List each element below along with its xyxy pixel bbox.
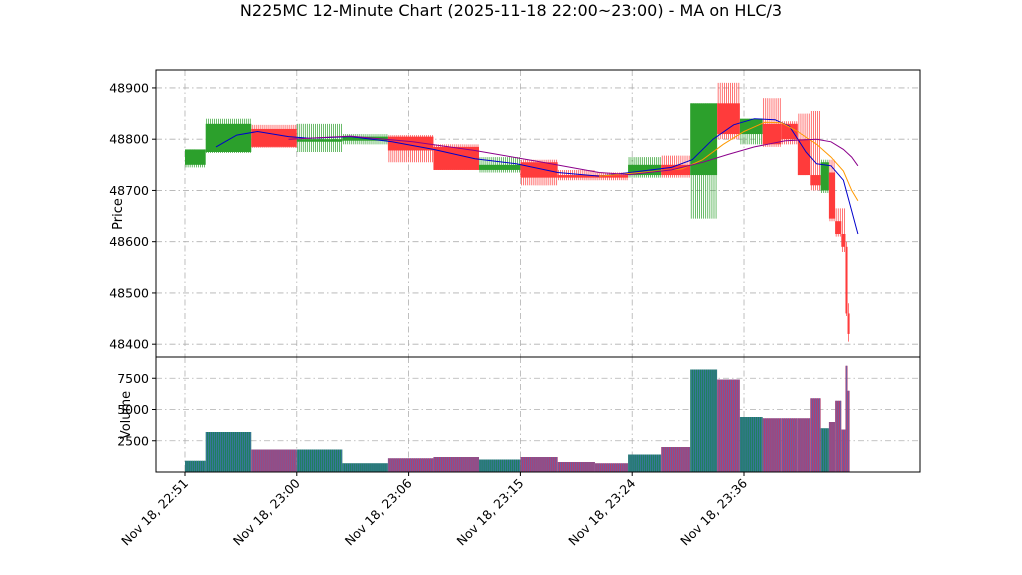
- x-tick-label: Nov 18, 23:00: [230, 475, 303, 548]
- candle-body: [628, 164, 662, 176]
- candle: [847, 303, 850, 342]
- volume-bar: [433, 457, 479, 472]
- candle-body: [845, 246, 848, 314]
- volume-bar-fill: [797, 418, 811, 472]
- volume-bar: [717, 379, 740, 472]
- volume-bar: [251, 449, 297, 472]
- candle: [594, 172, 629, 181]
- volume-bar: [628, 454, 662, 472]
- volume-bar: [205, 432, 252, 472]
- volume-tick-label: 7500: [117, 371, 149, 386]
- price-tick-label: 48800: [109, 132, 149, 147]
- ma-line: [288, 135, 859, 176]
- volume-bar: [594, 463, 629, 472]
- candle-body: [828, 172, 836, 219]
- volume-bar: [296, 449, 343, 472]
- volume-bar: [797, 418, 811, 472]
- price-tick-label: 48500: [109, 285, 149, 300]
- candle-body: [520, 162, 558, 178]
- price-frame: [155, 69, 921, 358]
- candle: [628, 157, 662, 178]
- chart-title: N225MC 12-Minute Chart (2025-11-18 22:00…: [240, 1, 782, 20]
- candle-body: [841, 234, 846, 247]
- x-tick-label: Nov 18, 23:36: [677, 475, 750, 548]
- candle-body: [810, 175, 821, 186]
- candle-body: [184, 149, 206, 165]
- y-axis-label: Price: [111, 198, 126, 230]
- candle: [810, 111, 821, 191]
- volume-bar: [387, 458, 434, 472]
- candle: [690, 103, 718, 219]
- volume-frame: [155, 356, 921, 473]
- price-tick-label: 48600: [109, 234, 149, 249]
- volume-bar: [520, 457, 558, 472]
- candle-body: [717, 103, 740, 135]
- candle-body: [762, 123, 782, 145]
- candle-body: [557, 175, 595, 178]
- volume-bar: [810, 398, 821, 472]
- volume-panel: 2500 5000 7500 Nov 18, 22:51 Nov 18, 23:00 No…: [117, 356, 921, 549]
- price-tick-label: 48900: [109, 80, 149, 95]
- volume-bar: [184, 460, 206, 472]
- candle-body: [594, 175, 629, 178]
- volume-bar: [841, 429, 846, 472]
- volume-bar-fill: [184, 460, 206, 472]
- volume-bar: [847, 390, 850, 472]
- candle-body: [847, 313, 850, 334]
- volume-bar: [828, 422, 836, 472]
- candle: [205, 118, 252, 154]
- candle: [433, 144, 479, 170]
- candle-body: [478, 164, 521, 170]
- candle: [841, 208, 846, 252]
- candle: [797, 113, 811, 176]
- volume-bar-fill: [781, 418, 798, 472]
- candle: [478, 157, 521, 173]
- price-panel: 48400 48500 48600 48700 48800 48900: [109, 69, 921, 358]
- candle: [520, 159, 558, 186]
- candle-body: [433, 146, 479, 170]
- price-tick-label: 48700: [109, 183, 149, 198]
- x-tick-label: Nov 18, 23:06: [342, 475, 415, 548]
- volume-bar: [557, 462, 595, 472]
- x-tick-label: Nov 18, 23:15: [454, 476, 527, 549]
- candle: [739, 118, 763, 145]
- volume-bar-fill: [820, 428, 829, 472]
- candle-body: [835, 221, 842, 234]
- volume-bar-fill: [841, 429, 846, 472]
- candle: [251, 124, 297, 148]
- volume-bar: [845, 365, 848, 472]
- candle-body: [205, 123, 252, 152]
- volume-bar: [835, 400, 842, 472]
- candle-body: [251, 128, 297, 147]
- volume-bar-fill: [661, 447, 691, 472]
- candle: [781, 121, 798, 145]
- candle-body: [797, 139, 811, 176]
- volume-tick-label: 2500: [117, 433, 149, 448]
- volume-bar: [762, 418, 782, 472]
- x-tick-label: Nov 18, 22:51: [118, 476, 191, 549]
- volume-bar: [739, 417, 763, 472]
- volume-bar: [342, 463, 388, 472]
- candle-body: [820, 162, 829, 191]
- candle-body: [296, 139, 343, 142]
- volume-bar: [690, 369, 718, 472]
- volume-bar: [820, 428, 829, 472]
- candle-body: [739, 118, 763, 135]
- price-tick-label: 48400: [109, 337, 149, 352]
- volume-bar: [661, 447, 691, 472]
- volume-bar: [781, 418, 798, 472]
- x-tick-label: Nov 18, 23:24: [565, 475, 638, 548]
- candle: [835, 208, 842, 237]
- candle: [717, 82, 740, 140]
- volume-axis-label: Volume: [119, 391, 134, 439]
- candle: [387, 135, 434, 163]
- volume-tick-label: 5000: [117, 402, 149, 417]
- ma-line: [599, 121, 859, 201]
- candle: [845, 241, 848, 316]
- candle-body: [781, 123, 798, 140]
- candle: [184, 149, 206, 168]
- volume-bar: [478, 459, 521, 472]
